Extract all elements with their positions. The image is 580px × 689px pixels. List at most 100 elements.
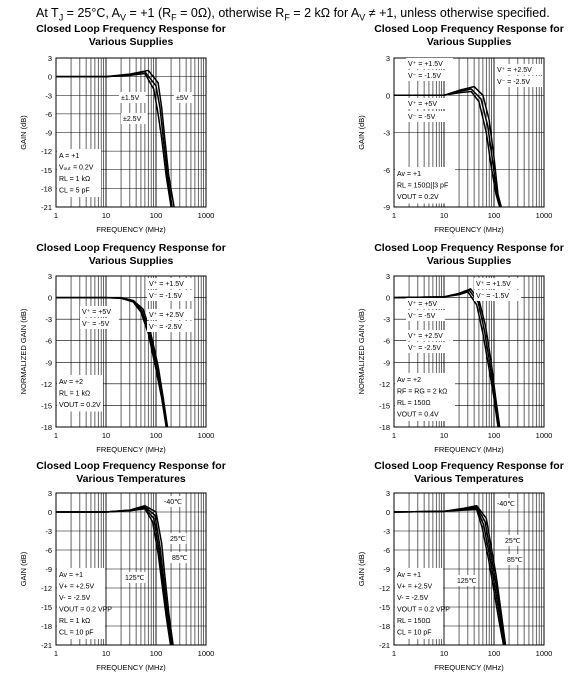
chart-title: Closed Loop Frequency Response for xyxy=(36,460,226,472)
y-tick-label: 0 xyxy=(386,294,390,303)
x-axis-label: FREQUENCY (MHz) xyxy=(434,225,504,234)
y-tick-label: 3 xyxy=(48,272,52,281)
x-axis-label: FREQUENCY (MHz) xyxy=(96,445,166,454)
y-tick-label: -21 xyxy=(41,641,52,650)
x-tick-label: 1 xyxy=(392,431,396,440)
annotation-bg xyxy=(123,572,146,583)
y-tick-label: -12 xyxy=(41,380,52,389)
x-tick-label: 10 xyxy=(440,431,448,440)
test-condition-note: RF = RG = 2 kΩ xyxy=(397,389,447,396)
annotation-bg xyxy=(406,330,453,341)
y-tick-label: -6 xyxy=(45,110,52,119)
annotation-bg xyxy=(168,533,187,544)
series-annotation: V⁻ = -2.5V xyxy=(149,324,182,331)
y-tick-label: -6 xyxy=(383,546,390,555)
annotation-bg xyxy=(474,278,521,289)
test-condition-note: VOUT = 0.2 VPP xyxy=(397,607,450,614)
y-tick-label: 0 xyxy=(386,91,390,100)
x-tick-label: 10 xyxy=(440,649,448,658)
x-tick-label: 100 xyxy=(150,431,163,440)
plot-frame xyxy=(55,275,207,428)
notes-bg xyxy=(395,568,443,639)
chart-5: Closed Loop Frequency Response forVariou… xyxy=(19,460,226,672)
y-tick-label: -15 xyxy=(41,603,52,612)
annotation-bg xyxy=(80,318,119,329)
series-annotation: ±5V xyxy=(176,95,189,102)
test-condition-note: RL = 150Ω xyxy=(397,618,431,625)
test-condition-note: CL = 10 pF xyxy=(59,630,94,637)
plot-frame xyxy=(393,492,545,646)
chart-6: Closed Loop Frequency Response forVariou… xyxy=(357,460,564,672)
annotation-bg xyxy=(495,64,542,75)
annotation-bg xyxy=(147,278,194,289)
series-line xyxy=(393,508,505,646)
y-tick-label: -6 xyxy=(45,337,52,346)
x-tick-label: 1000 xyxy=(198,431,215,440)
series-annotation: V⁺ = +1.5V xyxy=(476,281,511,288)
test-condition-note: V+ = +2.5V xyxy=(59,584,95,591)
series-annotation: V⁻ = -5V xyxy=(408,313,436,320)
y-tick-label: 0 xyxy=(48,294,52,303)
series-annotation: V⁻ = -1.5V xyxy=(149,293,182,300)
x-tick-label: 1 xyxy=(54,431,58,440)
y-tick-label: -3 xyxy=(45,315,52,324)
y-tick-label: -9 xyxy=(45,129,52,138)
series-annotation: V⁻ = -1.5V xyxy=(408,73,441,80)
series-annotation: V⁺ = +1.5V xyxy=(149,281,184,288)
test-condition-note: VOUT = 0.4V xyxy=(397,412,439,419)
y-tick-label: -6 xyxy=(383,166,390,175)
x-tick-label: 1000 xyxy=(536,649,553,658)
y-tick-label: -9 xyxy=(383,203,390,212)
y-tick-label: -9 xyxy=(45,565,52,574)
chart-title: Various Supplies xyxy=(427,36,512,48)
annotation-bg xyxy=(474,290,521,301)
plot-frame xyxy=(393,275,545,428)
series-annotation: 25℃ xyxy=(170,536,186,543)
y-tick-label: -15 xyxy=(379,401,390,410)
chart-title: Closed Loop Frequency Response for xyxy=(374,242,564,254)
y-tick-label: -12 xyxy=(41,584,52,593)
x-tick-label: 100 xyxy=(488,649,501,658)
y-tick-label: -9 xyxy=(45,358,52,367)
y-tick-label: 3 xyxy=(386,272,390,281)
test-condition-note: RL = 150Ω||3 pF xyxy=(397,183,448,190)
series-annotation: V⁺ = +2.5V xyxy=(408,333,443,340)
y-axis-label: GAIN (dB) xyxy=(357,551,366,586)
annotation-bg xyxy=(505,554,524,565)
annotation-bg xyxy=(119,92,146,103)
annotation-bg xyxy=(406,111,445,122)
x-tick-label: 100 xyxy=(488,431,501,440)
x-tick-label: 1 xyxy=(54,211,58,220)
y-tick-label: 3 xyxy=(48,54,52,63)
test-condition-note: CL = 10 pF xyxy=(397,630,432,637)
y-tick-label: -12 xyxy=(41,147,52,156)
x-tick-label: 100 xyxy=(150,211,163,220)
y-tick-label: -21 xyxy=(379,641,390,650)
annotation-bg xyxy=(503,535,522,546)
annotation-bg xyxy=(406,98,445,109)
y-axis-label: NORMALIZED GAIN (dB) xyxy=(19,308,28,394)
series-line xyxy=(56,507,172,646)
annotation-bg xyxy=(121,113,148,124)
y-tick-label: -18 xyxy=(379,622,390,631)
y-tick-label: -15 xyxy=(379,603,390,612)
y-tick-label: -3 xyxy=(45,527,52,536)
notes-bg xyxy=(57,375,103,412)
test-condition-note: V+ = +2.5V xyxy=(397,584,433,591)
y-axis-label: NORMALIZED GAIN (dB) xyxy=(357,308,366,394)
chart-4: Closed Loop Frequency Response forVariou… xyxy=(357,242,564,454)
test-condition-note: Av = +2 xyxy=(59,379,83,386)
test-condition-note: Vₒᵤₜ = 0.2V xyxy=(59,165,94,172)
series-annotation: V⁻ = -2.5V xyxy=(497,79,530,86)
annotation-bg xyxy=(147,309,194,320)
y-tick-label: -3 xyxy=(383,129,390,138)
chart-title: Various Temperatures xyxy=(76,473,186,485)
annotation-bg xyxy=(406,298,445,309)
series-annotation: V⁻ = -2.5V xyxy=(408,345,441,352)
x-tick-label: 1000 xyxy=(198,649,215,658)
y-tick-label: 0 xyxy=(48,73,52,82)
x-axis-label: FREQUENCY (MHz) xyxy=(96,225,166,234)
series-annotation: ±2.5V xyxy=(123,116,142,123)
annotation-bg xyxy=(406,310,445,321)
series-annotation: V⁻ = -5V xyxy=(82,321,110,328)
